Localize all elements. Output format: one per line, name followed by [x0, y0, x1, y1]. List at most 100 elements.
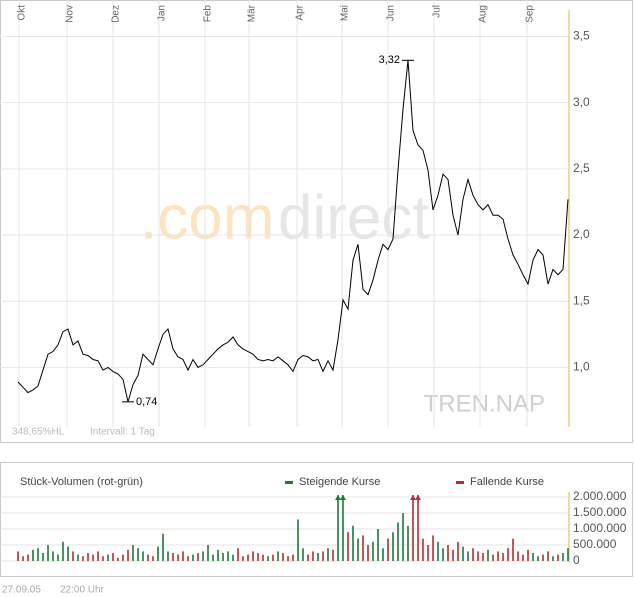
volume-bar [177, 554, 179, 561]
volume-bar [412, 495, 414, 561]
volume-bar [247, 554, 249, 561]
volume-bar [367, 545, 369, 561]
volume-bar [492, 554, 494, 561]
volume-bar [257, 553, 259, 561]
volume-bar [527, 549, 529, 561]
y-tick-label: 1,0 [573, 360, 590, 374]
volume-title: Stück-Volumen (rot-grün) [20, 476, 143, 488]
volume-bar [297, 519, 299, 561]
volume-bar [377, 529, 379, 561]
overflow-arrow [415, 495, 421, 500]
timestamp: 27.09.05 [2, 585, 41, 596]
volume-bar [467, 551, 469, 561]
volume-bar [82, 556, 84, 561]
volume-bar [512, 538, 514, 561]
watermark-direct: direct [278, 183, 430, 252]
volume-bar [442, 548, 444, 561]
y-tick-label: 2.000.000 [573, 489, 627, 503]
overflow-arrow [340, 495, 346, 500]
volume-bar [447, 545, 449, 561]
y-tick-label: 1,5 [573, 293, 590, 307]
volume-bar [142, 551, 144, 561]
volume-bar [192, 554, 194, 561]
x-tick-label: Jan [157, 5, 168, 21]
x-tick-label: Mai [340, 5, 351, 21]
volume-bar [292, 554, 294, 561]
x-tick-label: Apr [295, 4, 306, 20]
volume-bar [207, 545, 209, 561]
volume-bar [497, 551, 499, 561]
volume-bar [487, 549, 489, 561]
volume-bar [282, 553, 284, 561]
volume-bar [547, 551, 549, 561]
volume-bar [182, 551, 184, 561]
volume-bar [132, 545, 134, 561]
volume-bar [397, 522, 399, 561]
y-tick-label: 1.500.000 [573, 505, 627, 519]
volume-bar [517, 551, 519, 561]
volume-bar [287, 556, 289, 561]
volume-bar [187, 556, 189, 561]
volume-bar [507, 548, 509, 561]
volume-bar [562, 553, 564, 561]
volume-bar [407, 525, 409, 561]
volume-bar [77, 554, 79, 561]
volume-bar [202, 551, 204, 561]
x-tick-label: Sep [525, 5, 536, 23]
volume-bar [212, 554, 214, 561]
legend-label: Fallende Kurse [470, 476, 544, 488]
volume-bar [387, 538, 389, 561]
overflow-arrow [335, 495, 341, 500]
volume-bar [42, 553, 44, 561]
volume-bar [302, 548, 304, 561]
y-tick-label: 1.000.000 [573, 521, 627, 535]
overflow-arrow [410, 495, 416, 500]
symbol: TREN.NAP [424, 390, 545, 417]
volume-bar [157, 546, 159, 561]
legend-swatch [285, 481, 293, 484]
volume-bar [237, 548, 239, 561]
volume-bar [32, 549, 34, 561]
volume-bar [197, 553, 199, 561]
volume-bar [462, 546, 464, 561]
volume-bar [427, 545, 429, 561]
volume-bar [382, 548, 384, 561]
volume-bar [57, 554, 59, 561]
volume-bar [62, 541, 64, 561]
volume-bar [432, 535, 434, 561]
volume-bar [127, 549, 129, 561]
annotation-label: 3,32 [379, 54, 400, 66]
volume-bar [522, 554, 524, 561]
legend-swatch [456, 481, 464, 484]
y-tick-label: 500.000 [573, 537, 617, 551]
volume-bar [332, 549, 334, 561]
volume-bar [342, 495, 344, 561]
timestamp: 22:00 Uhr [60, 585, 105, 596]
volume-bar [102, 556, 104, 561]
volume-bar [242, 556, 244, 561]
y-tick-label: 3,5 [573, 29, 590, 43]
volume-bar [87, 553, 89, 561]
volume-bar [222, 553, 224, 561]
x-tick-label: Aug [478, 5, 489, 23]
y-tick-label: 2,0 [573, 227, 590, 241]
y-tick-label: 3,0 [573, 95, 590, 109]
x-tick-label: Jun [386, 5, 397, 21]
volume-bar [317, 553, 319, 561]
volume-bar [392, 532, 394, 561]
y-tick-label: 2,5 [573, 161, 590, 175]
volume-bar [347, 532, 349, 561]
volume-bar [357, 538, 359, 561]
volume-bar [477, 551, 479, 561]
volume-bar [217, 549, 219, 561]
volume-bar [107, 554, 109, 561]
volume-bar [67, 546, 69, 561]
x-tick-label: Jul [432, 5, 443, 18]
volume-bar [137, 548, 139, 561]
volume-bar [97, 551, 99, 561]
volume-bar [437, 541, 439, 561]
volume-bar [252, 551, 254, 561]
volume-bar [17, 551, 19, 561]
x-tick-label: Dez [111, 5, 122, 23]
